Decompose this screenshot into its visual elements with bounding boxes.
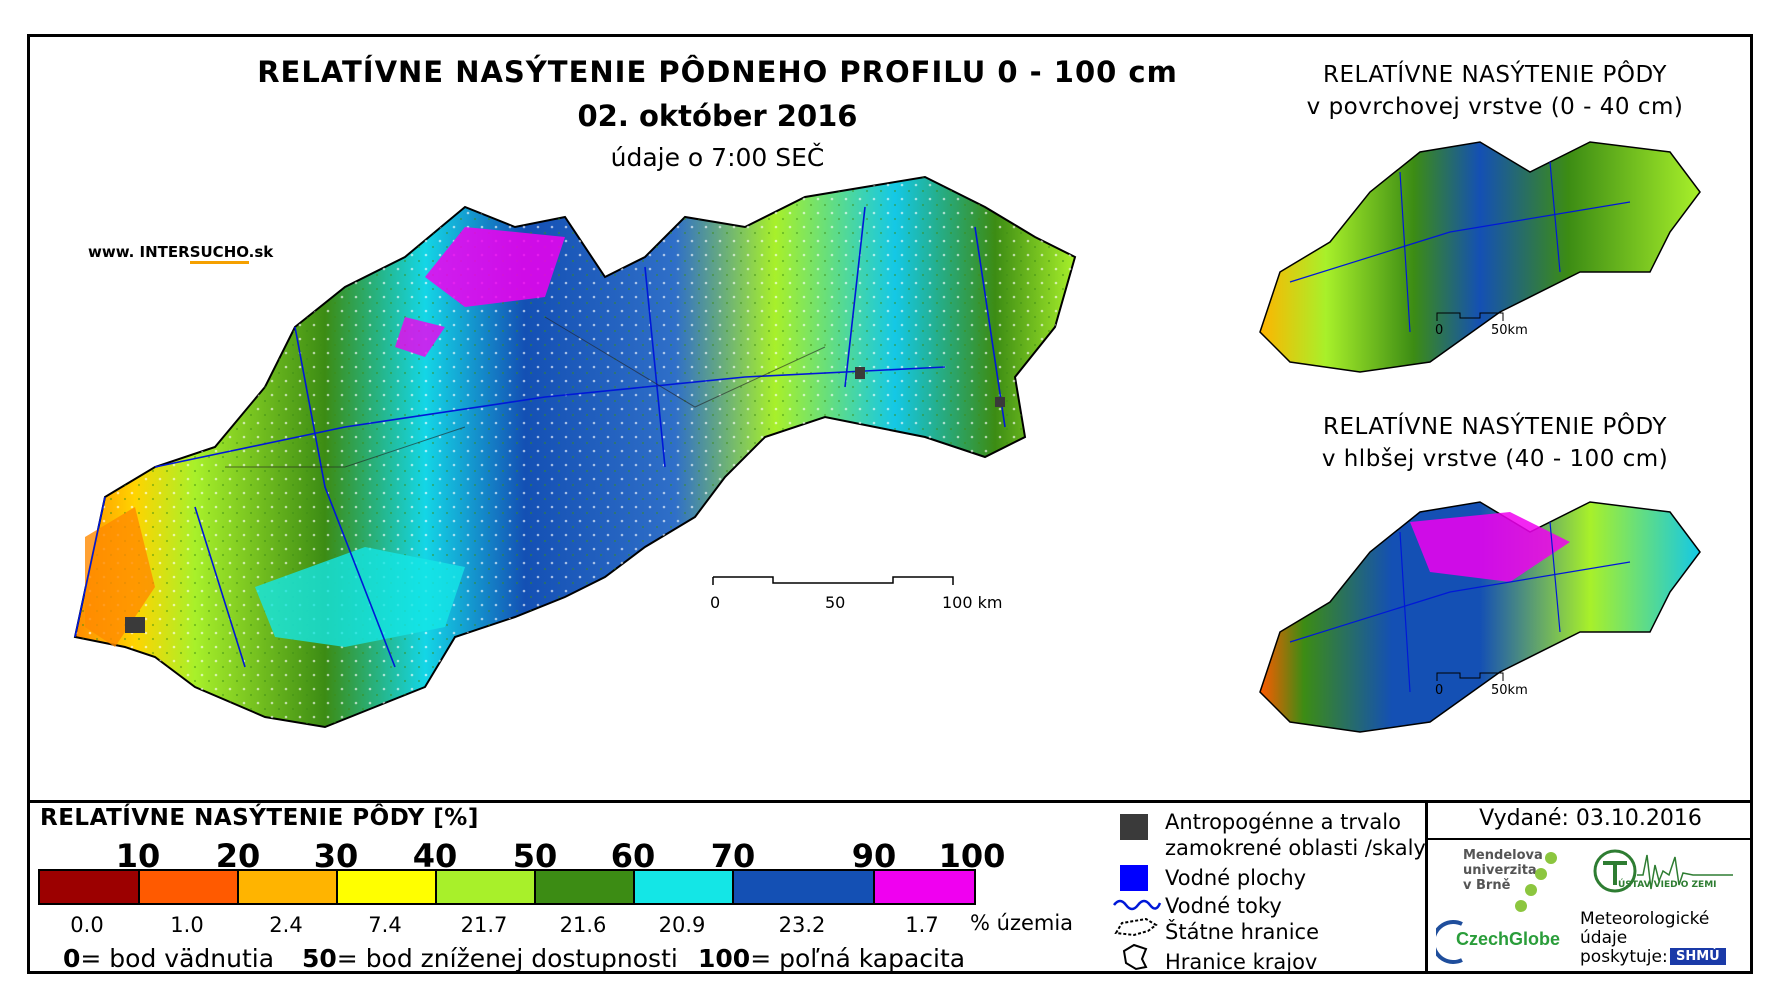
shmu-logo: SHMÚ — [1670, 948, 1726, 965]
river-line-icon — [1113, 899, 1162, 911]
inset-top-scale: 0 50km — [1435, 311, 1555, 341]
legend-swatch — [875, 871, 974, 903]
uvz-logo-text: ÚSTAV VIED O ZEMI — [1618, 880, 1717, 890]
region-border-label: Hranice krajov — [1165, 950, 1318, 974]
legend-pct: 23.2 — [778, 913, 826, 937]
legend-note: 100= poľná kapacita — [698, 944, 966, 973]
state-border-icon — [1114, 917, 1158, 937]
inset-bottom-title: RELATÍVNE NASÝTENIE PÔDY v hlbšej vrstve … — [1321, 414, 1669, 472]
credits-panel: Vydané: 03.10.2016 Mendelova univerzita … — [1425, 800, 1753, 974]
legend-threshold: 20 — [215, 837, 261, 875]
region-border-icon — [1122, 943, 1148, 971]
legend-pct: 1.7 — [905, 913, 939, 937]
legend-threshold: 10 — [115, 837, 161, 875]
legend-swatch — [40, 871, 140, 903]
legend-pct: 1.0 — [170, 913, 204, 937]
czechglobe-logo-icon — [1436, 920, 1463, 964]
inset-top-title: RELATÍVNE NASÝTENIE PÔDY v povrchovej vrs… — [1306, 62, 1684, 120]
legend-pct: 7.4 — [368, 913, 402, 937]
legend-color-bar — [38, 869, 976, 905]
legend-pct: 0.0 — [70, 913, 104, 937]
legend-threshold: 30 — [313, 837, 359, 875]
data-time: údaje o 7:00 SEČ — [610, 143, 825, 172]
intersucho-link[interactable]: www. INTERSUCHO.sk — [88, 243, 273, 264]
state-border-label: Štátne hranice — [1165, 920, 1319, 944]
legend-threshold: 50 — [512, 837, 558, 875]
legend-threshold: 90 — [851, 837, 897, 875]
issued-date: Vydané: 03.10.2016 — [1428, 800, 1753, 840]
inset-top-map — [1259, 141, 1701, 373]
legend-swatch — [635, 871, 734, 903]
inset-bottom-scale: 0 50km — [1435, 671, 1555, 701]
legend-swatch — [734, 871, 875, 903]
mendel-logo-text: Mendelova univerzita v Brně — [1463, 848, 1543, 893]
map-date: 02. október 2016 — [577, 99, 858, 133]
legend-swatch — [437, 871, 536, 903]
legend-threshold: 60 — [610, 837, 656, 875]
water-area-label: Vodné plochy — [1165, 866, 1307, 890]
legend-pct: 2.4 — [269, 913, 303, 937]
legend-swatch — [239, 871, 338, 903]
legend-pct: 21.6 — [559, 913, 607, 937]
legend-pct: 21.7 — [460, 913, 508, 937]
mendel-logo-icon — [1515, 852, 1557, 912]
legend-threshold: 100 — [938, 837, 1006, 875]
czechglobe-logo-text: CzechGlobe — [1456, 929, 1561, 949]
legend-swatch — [338, 871, 437, 903]
map-title: RELATÍVNE NASÝTENIE PÔDNEHO PROFILU 0 - … — [257, 55, 1178, 89]
meteo-credit: Meteorologické údaje poskytuje: — [1580, 909, 1710, 967]
legend-threshold: 70 — [710, 837, 756, 875]
legend-title: RELATÍVNE NASÝTENIE PÔDY [%] — [40, 805, 479, 831]
legend-divider — [30, 800, 1750, 803]
legend-note: 0= bod vädnutia — [63, 944, 275, 973]
rivers-label: Vodné toky — [1165, 894, 1282, 918]
anthropogenic-swatch — [1120, 814, 1148, 840]
legend-swatch — [140, 871, 239, 903]
main-map — [73, 175, 1077, 729]
legend-threshold: 40 — [412, 837, 458, 875]
inset-bottom-map — [1259, 501, 1701, 733]
anthropogenic-label: Antropogénne a trvalo zamokrené oblasti /… — [1165, 810, 1426, 860]
map-frame: RELATÍVNE NASÝTENIE PÔDNEHO PROFILU 0 - … — [27, 34, 1753, 974]
main-scale-bar: 0 50 100 km — [710, 573, 1010, 613]
legend-unit: % územia — [970, 911, 1074, 935]
legend-swatch — [536, 871, 635, 903]
water-area-swatch — [1120, 865, 1148, 891]
uvz-logo-icon — [1593, 849, 1733, 893]
legend-pct: 20.9 — [658, 913, 706, 937]
legend-note: 50= bod zníženej dostupnosti — [302, 944, 678, 973]
